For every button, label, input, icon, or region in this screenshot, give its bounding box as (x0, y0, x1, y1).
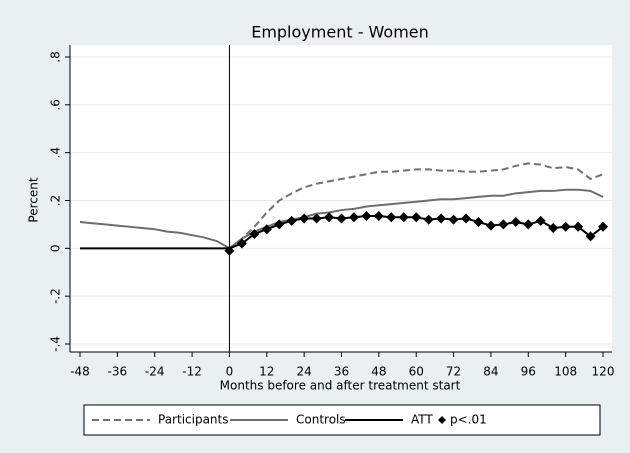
marker (386, 212, 397, 223)
x-tick-label: 96 (521, 365, 536, 379)
marker (585, 231, 596, 242)
legend-label: Participants (158, 413, 229, 427)
marker (224, 245, 235, 256)
x-tick-label: 108 (554, 365, 577, 379)
x-tick-label: -48 (70, 365, 90, 379)
legend-label: p<.01 (450, 413, 487, 427)
marker (548, 223, 559, 234)
x-tick-label: -36 (108, 365, 128, 379)
x-tick-label: 72 (446, 365, 461, 379)
y-tick-label: -.4 (49, 336, 63, 352)
x-axis-label: Months before and after treatment start (220, 379, 461, 393)
x-tick-label: -24 (145, 365, 165, 379)
marker (485, 220, 496, 231)
legend-label: Controls (296, 413, 346, 427)
marker (324, 212, 335, 223)
legend-marker (438, 416, 446, 424)
marker (261, 224, 272, 235)
marker (336, 213, 347, 224)
legend-label: ATT (411, 413, 433, 427)
marker (398, 212, 409, 223)
marker (361, 211, 372, 222)
y-tick-label: -.2 (49, 288, 63, 304)
y-axis-label: Percent (27, 177, 41, 222)
x-tick-label: -12 (182, 365, 202, 379)
marker (598, 221, 608, 232)
legend-box (83, 404, 601, 436)
marker (560, 221, 571, 232)
marker (535, 215, 546, 226)
marker (573, 221, 584, 232)
chart-title: Employment - Women (251, 23, 429, 42)
marker (461, 213, 472, 224)
marker (523, 219, 534, 230)
y-tick-label: 0 (49, 245, 63, 253)
marker (299, 213, 310, 224)
marker (249, 228, 260, 239)
x-tick-label: 0 (226, 365, 234, 379)
line-series (228, 162, 604, 250)
y-tick-label: .8 (49, 51, 63, 62)
x-tick-label: 60 (409, 365, 424, 379)
x-tick-label: 12 (259, 365, 274, 379)
marker (274, 219, 285, 230)
y-tick-label: .4 (49, 147, 63, 158)
marker (236, 238, 247, 249)
marker (286, 215, 297, 226)
marker (498, 219, 509, 230)
x-tick-label: 24 (297, 365, 312, 379)
y-tick-label: .2 (49, 195, 63, 206)
x-tick-label: 84 (483, 365, 498, 379)
marker (373, 211, 384, 222)
marker (510, 217, 521, 228)
x-tick-label: 36 (334, 365, 349, 379)
x-tick-label: 48 (371, 365, 386, 379)
marker (411, 212, 422, 223)
marker (423, 214, 434, 225)
plot-area (70, 45, 612, 352)
y-tick-label: .6 (49, 99, 63, 110)
x-tick-label: 120 (592, 365, 615, 379)
marker (473, 217, 484, 228)
marker (448, 214, 459, 225)
marker (348, 212, 359, 223)
line-series (79, 188, 604, 250)
marker (436, 213, 447, 224)
marker (311, 213, 322, 224)
